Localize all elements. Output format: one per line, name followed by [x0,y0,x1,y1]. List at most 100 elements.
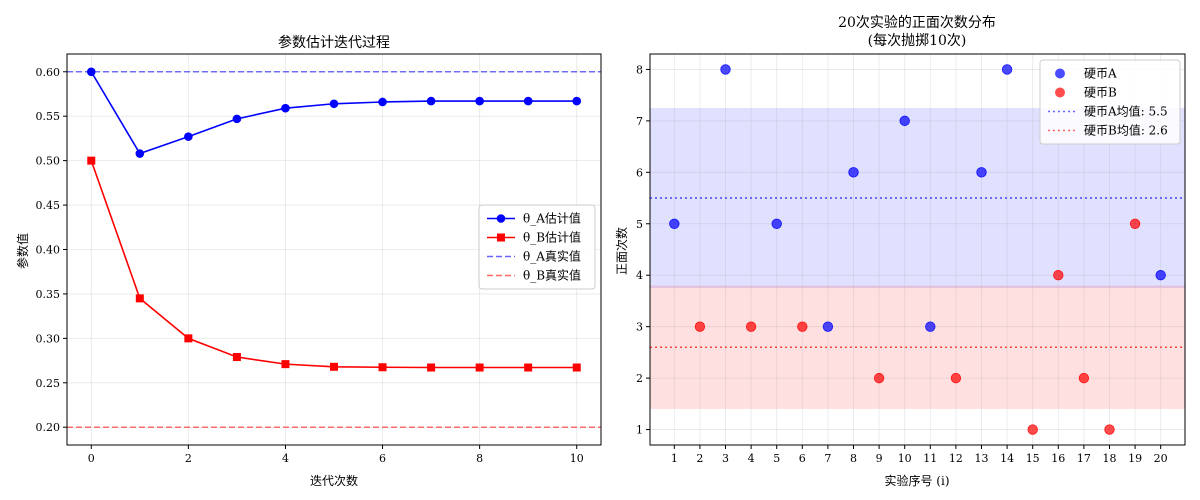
series-line-1 [90,71,577,155]
y-tick-label: 2 [636,372,643,385]
data-point [378,363,387,372]
data-point [135,149,145,158]
iteration-chart: 参数估计迭代过程 迭代次数 参数值 0 2 4 6 8 10 0.20 0.25 0.30 0.3… [15,34,602,488]
data-point [524,363,533,372]
x-tick-label: 20 [1154,452,1168,465]
data-point [572,96,582,106]
data-point [745,321,757,332]
coin-scatter-xlabel: 实验序号 (i) [884,473,949,488]
data-point [899,115,910,127]
data-point [475,96,484,106]
coin-scatter-subtitle: (每次抛掷10次) [868,33,967,49]
legend-handle-marker [496,214,506,223]
data-point [771,218,782,229]
data-point [720,64,731,75]
legend-label: θ_A真实值 [523,249,581,264]
x-tick-label: 14 [1000,452,1014,465]
data-point [925,321,936,332]
legend-label: 硬币A [1084,67,1117,81]
x-tick-label: 10 [898,452,912,465]
data-point [330,362,338,371]
legend-label: θ_B真实值 [523,268,581,283]
data-point [1129,218,1141,229]
data-point [848,167,859,178]
data-point [329,99,339,109]
data-point [281,103,290,113]
data-point [232,114,242,124]
legend-handle-marker [497,233,505,242]
data-point [232,353,241,362]
data-point [426,96,436,106]
data-point [523,96,533,106]
data-point [950,372,962,384]
data-point [1104,424,1115,435]
legend-label: 硬币B [1084,86,1117,100]
coin-scatter-ylabel: 正面次数 [614,227,629,275]
data-point [281,360,290,369]
y-tick-label: 0.60 [36,66,61,79]
legend-box [478,204,596,290]
x-tick-label: 18 [1102,452,1116,465]
data-point [135,294,144,303]
iteration-chart-xlabel: 迭代次数 [310,473,358,488]
coin-scatter-title: 20次实验的正面次数分布 [838,15,996,31]
data-point [822,321,834,332]
x-tick-label: 6 [379,452,386,465]
x-tick-label: 9 [876,452,883,465]
iteration-chart-ylabel: 参数值 [15,233,30,269]
legend-handle-marker [1055,68,1065,79]
iteration-chart-title: 参数估计迭代过程 [278,34,390,51]
x-tick-label: 1 [671,452,678,465]
data-point [184,334,193,343]
data-point [1053,270,1064,281]
x-tick-label: 8 [476,452,483,465]
y-tick-label: 6 [636,166,643,179]
x-tick-label: 16 [1051,452,1065,465]
y-tick-label: 8 [636,63,643,76]
x-tick-label: 8 [850,452,857,465]
x-tick-label: 0 [88,452,95,465]
legend: 硬币A 硬币B 硬币A均值: 5.5 硬币B均值: 2.6 [1039,59,1181,145]
data-point [378,97,387,107]
data-point [87,156,96,165]
y-tick-label: 0.20 [36,421,61,434]
x-tick-label: 4 [282,452,289,465]
y-tick-label: 0.35 [36,288,61,301]
x-tick-label: 12 [949,452,963,465]
legend-label: θ_A估计值 [523,211,581,226]
y-tick-label: 5 [636,218,643,231]
y-tick-label: 0.30 [36,332,61,345]
data-point [669,218,680,229]
x-tick-label: 11 [923,452,937,465]
x-tick-label: 19 [1128,452,1142,465]
data-point [475,363,484,372]
data-point [184,132,193,141]
data-point [572,363,581,372]
x-tick-label: 17 [1077,452,1091,465]
x-tick-label: 2 [185,452,192,465]
x-tick-label: 13 [974,452,988,465]
data-point [694,321,706,332]
data-point [873,372,885,384]
x-tick-label: 10 [570,452,584,465]
y-tick-label: 7 [636,115,643,128]
x-tick-label: 15 [1026,452,1040,465]
x-tick-label: 5 [773,452,780,465]
legend-label: θ_B估计值 [523,230,581,245]
data-point [427,363,436,372]
data-point [797,321,808,332]
plot-frame [649,53,1186,446]
legend-box [1039,59,1181,145]
y-tick-label: 0.40 [36,244,61,257]
x-tick-label: 6 [799,452,806,465]
data-point [1001,64,1013,75]
y-tick-label: 0.55 [36,110,61,123]
y-tick-label: 0.45 [36,199,61,212]
data-point [86,67,96,77]
x-tick-label: 3 [722,452,729,465]
legend-handle-marker [1055,87,1065,98]
y-tick-label: 4 [636,269,643,282]
data-point [1155,270,1166,281]
data-point [1027,424,1038,435]
